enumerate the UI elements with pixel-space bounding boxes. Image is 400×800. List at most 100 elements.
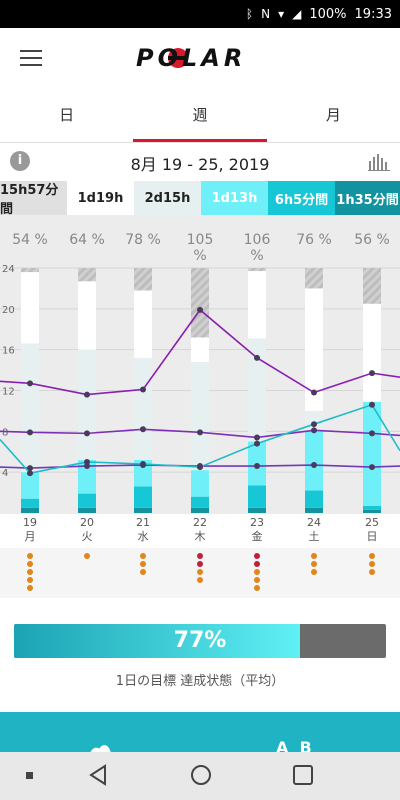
wifi-icon: ▾	[278, 7, 285, 21]
bar-segment	[21, 472, 39, 499]
series-point	[197, 464, 203, 471]
bar-segment	[191, 268, 209, 338]
menu-icon[interactable]	[20, 50, 42, 68]
series-point	[140, 461, 146, 467]
period-tabs: 日 週 月	[0, 92, 400, 142]
training-dot[interactable]	[140, 569, 146, 575]
training-dot[interactable]	[311, 569, 317, 575]
goal-label: 1日の目標 達成状態（平均）	[115, 674, 285, 689]
tab-day[interactable]: 日	[59, 106, 75, 124]
series-point	[84, 458, 90, 465]
training-dot[interactable]	[311, 561, 317, 567]
bar-segment	[78, 281, 96, 350]
bluetooth-icon: ᛒ	[245, 7, 254, 21]
bar-chart-icon[interactable]	[368, 153, 390, 171]
x-tick[interactable]: 19 月	[15, 516, 45, 544]
series-point	[254, 440, 260, 447]
svg-text:POLAR: POLAR	[136, 44, 246, 72]
training-dot[interactable]	[254, 585, 260, 591]
goal-percent: 77%	[173, 628, 227, 653]
training-dot[interactable]	[254, 561, 260, 567]
training-dot[interactable]	[27, 585, 33, 591]
status-bar: ᛒ N ▾ ◢ 100% 19:33	[0, 0, 400, 28]
x-tick-weekday: 日	[366, 530, 378, 543]
training-dot[interactable]	[311, 553, 317, 559]
x-tick[interactable]: 23 金	[242, 516, 272, 544]
training-dot[interactable]	[197, 577, 203, 583]
training-dot[interactable]	[27, 561, 33, 567]
x-tick-weekday: 水	[137, 530, 149, 543]
date-range[interactable]: 8月 19 - 25, 2019	[130, 155, 270, 174]
training-dot[interactable]	[254, 577, 260, 583]
x-tick[interactable]: 25 日	[357, 516, 387, 544]
training-dot[interactable]	[197, 553, 203, 559]
x-tick-weekday: 月	[24, 530, 36, 543]
legend-high: 1h35分間	[335, 181, 400, 215]
training-dot[interactable]	[369, 561, 375, 567]
weekly-activity-chart: 4 8 12 16 20 24	[0, 215, 400, 515]
tab-month[interactable]: 月	[325, 106, 341, 124]
bar-segment	[248, 268, 266, 272]
series-point	[27, 470, 33, 477]
bar-segment	[21, 498, 39, 508]
bar-segment	[21, 507, 39, 513]
training-dot[interactable]	[369, 553, 375, 559]
percent-label: 106 %	[243, 232, 271, 264]
menu-dot-icon[interactable]	[26, 772, 34, 780]
bar-segment	[363, 268, 381, 304]
series-point	[140, 426, 146, 433]
series-point	[27, 429, 33, 436]
x-tick[interactable]: 22 木	[185, 516, 215, 544]
percent-label: 105 %	[186, 232, 214, 264]
x-tick-weekday: 金	[251, 530, 263, 543]
x-tick[interactable]: 21 水	[128, 516, 158, 544]
y-tick-label: 4	[2, 468, 8, 479]
x-tick-day: 22	[193, 516, 207, 529]
percent-label: 76 %	[296, 232, 332, 248]
bar-segment	[21, 268, 39, 273]
home-icon[interactable]	[190, 764, 212, 786]
legend-low: 1d13h	[201, 181, 268, 215]
y-tick-label: 12	[2, 387, 15, 398]
bar-segment	[134, 459, 152, 487]
training-dot[interactable]	[27, 569, 33, 575]
training-dot[interactable]	[254, 553, 260, 559]
chart-svg: 4 8 12 16 20 24	[0, 264, 400, 513]
series-point	[140, 386, 146, 393]
series-point	[311, 389, 317, 396]
series-point	[254, 463, 260, 470]
series-point	[369, 401, 375, 408]
signal-icon: ◢	[292, 7, 302, 21]
training-dot[interactable]	[84, 553, 90, 559]
series-point	[311, 462, 317, 469]
training-dot[interactable]	[140, 561, 146, 567]
training-dot[interactable]	[27, 553, 33, 559]
bar-segment	[191, 470, 209, 497]
bar-segment	[248, 271, 266, 339]
info-icon[interactable]: i	[10, 151, 30, 171]
bar-segment	[21, 343, 39, 473]
x-tick-weekday: 火	[81, 530, 93, 543]
bar-segment	[191, 361, 209, 471]
training-dot[interactable]	[140, 553, 146, 559]
x-tick[interactable]: 24 土	[299, 516, 329, 544]
bar-segment	[363, 303, 381, 402]
tab-week[interactable]: 週	[133, 92, 267, 142]
back-icon[interactable]	[88, 764, 108, 786]
x-tick-day: 21	[136, 516, 150, 529]
x-tick-day: 25	[365, 516, 379, 529]
training-dot[interactable]	[197, 561, 203, 567]
x-tick[interactable]: 20 火	[72, 516, 102, 544]
android-nav-bar	[0, 752, 400, 800]
bar-segment	[305, 268, 323, 289]
training-dot[interactable]	[369, 569, 375, 575]
bar-segment	[305, 490, 323, 508]
training-dot[interactable]	[254, 569, 260, 575]
series-point	[369, 464, 375, 471]
bar-segment	[305, 507, 323, 513]
training-dot[interactable]	[197, 569, 203, 575]
recents-icon[interactable]	[292, 764, 314, 786]
app-bar: POLAR	[0, 28, 400, 90]
percent-label: 54 %	[12, 232, 48, 248]
training-dot[interactable]	[27, 577, 33, 583]
